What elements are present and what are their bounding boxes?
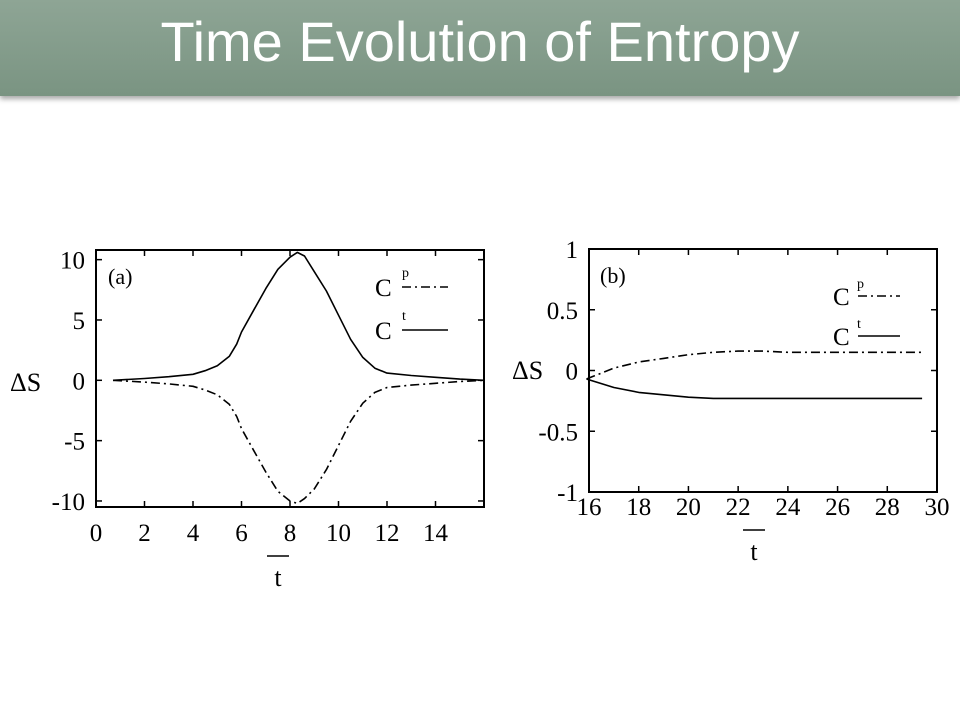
y-tick-label: -10 bbox=[52, 489, 85, 516]
y-tick-label: 0 bbox=[566, 359, 579, 386]
legend-entry-superscript: p bbox=[857, 277, 864, 292]
x-tick-label: 28 bbox=[875, 494, 900, 521]
x-tick-label: 20 bbox=[676, 494, 701, 521]
panel-label: (a) bbox=[108, 264, 132, 289]
x-tick-label: 18 bbox=[626, 494, 651, 521]
series-line-t bbox=[112, 251, 485, 382]
x-tick-label: 2 bbox=[138, 520, 151, 547]
x-axis-label: t bbox=[750, 537, 758, 566]
x-tick-label: 14 bbox=[423, 520, 449, 547]
y-tick-label: 0 bbox=[73, 368, 86, 395]
plot-frame bbox=[588, 248, 938, 493]
y-tick-label: 1 bbox=[566, 237, 579, 264]
y-tick-label: 0.5 bbox=[547, 298, 578, 325]
y-axis-label: ΔS bbox=[512, 356, 543, 385]
legend-entry-name: C bbox=[833, 284, 850, 311]
series-line-t bbox=[586, 378, 923, 400]
legend-entry-name: C bbox=[833, 324, 850, 351]
y-tick-label: -1 bbox=[557, 480, 578, 507]
x-tick-label: 24 bbox=[775, 494, 801, 521]
x-tick-label: 8 bbox=[284, 520, 297, 547]
x-tick-label: 4 bbox=[187, 520, 200, 547]
panel-label: (b) bbox=[600, 263, 626, 288]
legend-entry-name: C bbox=[375, 275, 392, 302]
x-tick-label: 12 bbox=[375, 520, 400, 547]
y-axis-label: ΔS bbox=[10, 368, 41, 397]
x-axis-label: t bbox=[274, 563, 282, 592]
legend-entry-superscript: t bbox=[857, 317, 861, 332]
y-tick-label: 5 bbox=[73, 308, 86, 335]
series-line-p bbox=[112, 379, 485, 505]
x-tick-label: 26 bbox=[825, 494, 850, 521]
x-tick-label: 30 bbox=[925, 494, 950, 521]
x-tick-label: 6 bbox=[235, 520, 248, 547]
series-line-p bbox=[586, 350, 923, 380]
slide-title: Time Evolution of Entropy bbox=[160, 10, 800, 73]
title-bar: Time Evolution of Entropy bbox=[0, 0, 960, 96]
legend-entry-name: C bbox=[375, 318, 392, 345]
y-tick-label: 10 bbox=[60, 248, 85, 275]
x-tick-label: 0 bbox=[90, 520, 103, 547]
legend-entry-superscript: t bbox=[402, 309, 406, 324]
x-tick-label: 22 bbox=[726, 494, 751, 521]
x-tick-label: 10 bbox=[326, 520, 351, 547]
x-tick-label: 16 bbox=[577, 494, 602, 521]
y-tick-label: -0.5 bbox=[538, 419, 578, 446]
legend-entry-superscript: p bbox=[402, 266, 409, 281]
y-tick-label: -5 bbox=[64, 429, 85, 456]
